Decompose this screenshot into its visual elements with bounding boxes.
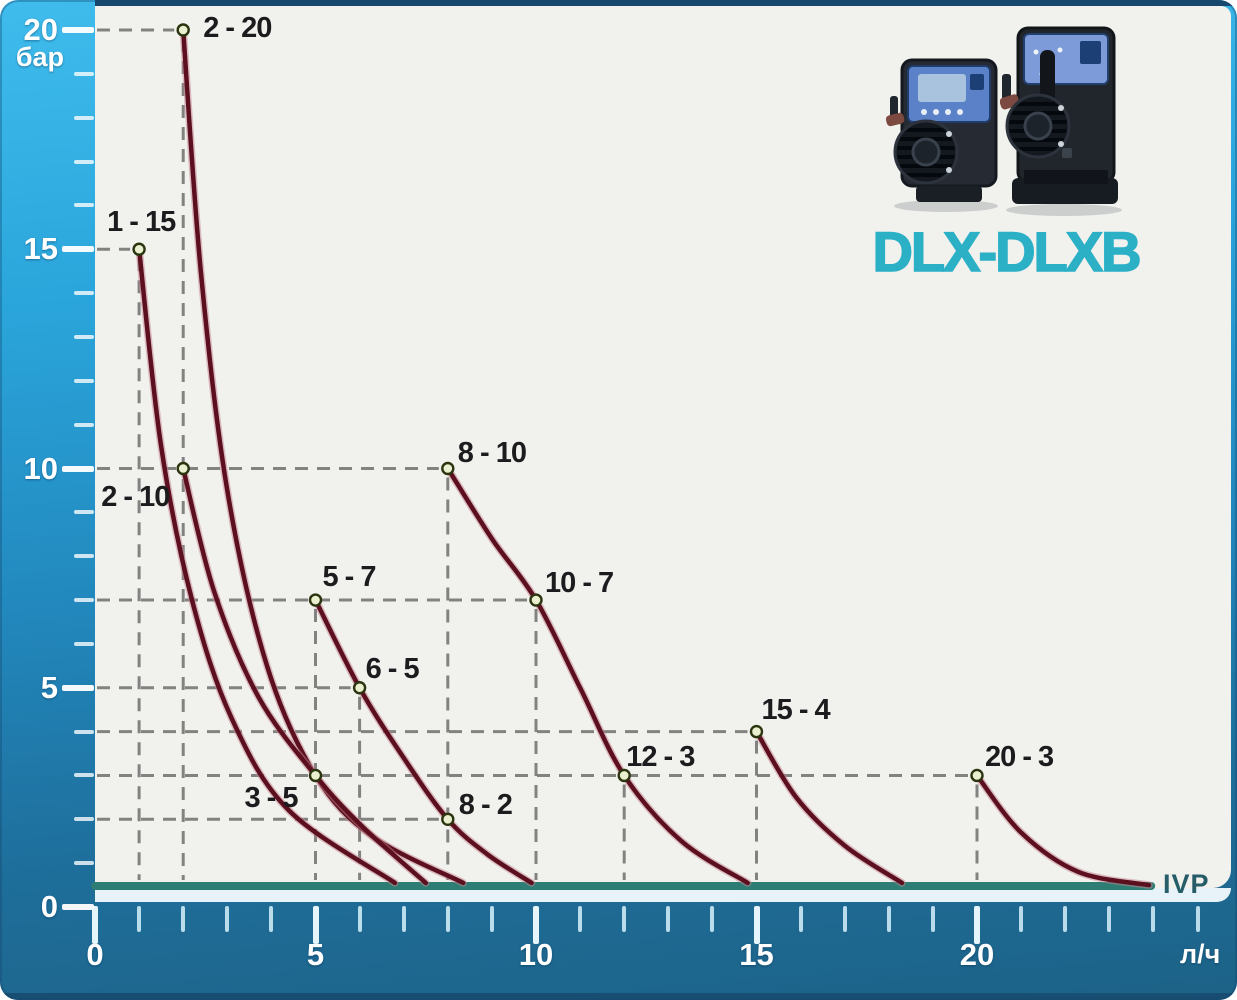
y-axis-unit: бар	[15, 42, 64, 72]
y-tick	[74, 510, 94, 515]
x-tick	[622, 906, 627, 932]
x-axis-label: 15	[739, 937, 774, 972]
y-tick	[74, 598, 94, 603]
y-tick	[74, 291, 94, 296]
y-tick	[62, 246, 94, 253]
x-tick	[842, 906, 847, 932]
y-tick	[74, 729, 94, 734]
card-bottom-edge	[0, 993, 1237, 1000]
x-tick	[1063, 906, 1068, 932]
curve-label: 6 - 5	[365, 652, 420, 685]
curve-label: 12 - 3	[626, 741, 695, 774]
y-axis-label: 0	[40, 889, 58, 924]
x-tick	[445, 906, 450, 932]
x-axis-label: 5	[306, 937, 325, 972]
x-tick	[798, 906, 803, 932]
y-tick	[74, 203, 94, 208]
curve-label: 8 - 2	[458, 789, 513, 822]
x-tick	[666, 906, 671, 932]
x-tick	[181, 906, 186, 932]
x-axis-label: 0	[86, 937, 104, 972]
x-tick	[1019, 906, 1024, 932]
y-tick	[74, 71, 94, 76]
y-tick	[74, 773, 94, 778]
curve-label: 5 - 7	[322, 561, 377, 594]
curve-label: 15 - 4	[761, 693, 831, 726]
x-tick	[753, 906, 760, 944]
plot-top-edge	[95, 0, 1237, 6]
x-axis-unit: л/ч	[1180, 939, 1221, 969]
x-tick	[137, 906, 142, 932]
x-tick	[578, 906, 583, 932]
y-tick	[74, 159, 94, 164]
x-tick	[225, 906, 230, 932]
x-tick	[974, 906, 980, 944]
x-tick	[1151, 906, 1156, 932]
y-tick	[74, 378, 94, 383]
curve-label: 10 - 7	[545, 567, 614, 600]
y-axis-label: 5	[40, 669, 58, 705]
plot-bottom-strip	[95, 888, 1231, 902]
curve-label: 20 - 3	[985, 741, 1054, 774]
x-tick	[710, 906, 715, 932]
x-tick	[533, 906, 539, 944]
x-tick	[886, 906, 891, 932]
curve-label: 8 - 10	[457, 436, 527, 469]
y-axis-label: 10	[23, 450, 58, 486]
y-axis-label: 20	[23, 12, 58, 47]
x-tick	[930, 906, 935, 932]
x-tick	[1195, 906, 1200, 932]
y-tick	[74, 554, 94, 559]
x-tick	[92, 906, 98, 944]
y-tick	[74, 422, 94, 427]
curve-label: 2 - 20	[203, 12, 272, 44]
x-tick	[312, 906, 319, 944]
y-tick	[62, 465, 94, 472]
product-logo: DLX-DLXB	[872, 220, 1143, 283]
pump-photo-right	[999, 22, 1128, 223]
x-tick	[489, 906, 494, 932]
x-tick	[1107, 906, 1112, 932]
x-axis-label: 10	[518, 937, 554, 972]
y-tick	[62, 904, 94, 910]
x-tick	[269, 906, 274, 932]
x-tick	[401, 906, 406, 932]
pump-photo-left	[885, 52, 1004, 219]
y-tick	[62, 27, 94, 33]
ivp-label: IVP	[1163, 869, 1210, 899]
x-axis-label: 20	[959, 937, 995, 972]
x-tick	[357, 906, 362, 932]
y-axis-label: 15	[23, 231, 58, 267]
y-tick	[74, 334, 94, 339]
curve-label: 3 - 5	[244, 782, 299, 815]
y-tick	[74, 817, 94, 822]
y-tick	[74, 641, 94, 646]
y-tick	[62, 684, 94, 691]
curve-label: 1 - 15	[107, 206, 176, 239]
y-tick	[74, 115, 94, 120]
curve-label: 2 - 10	[101, 480, 170, 513]
y-tick	[74, 861, 94, 866]
